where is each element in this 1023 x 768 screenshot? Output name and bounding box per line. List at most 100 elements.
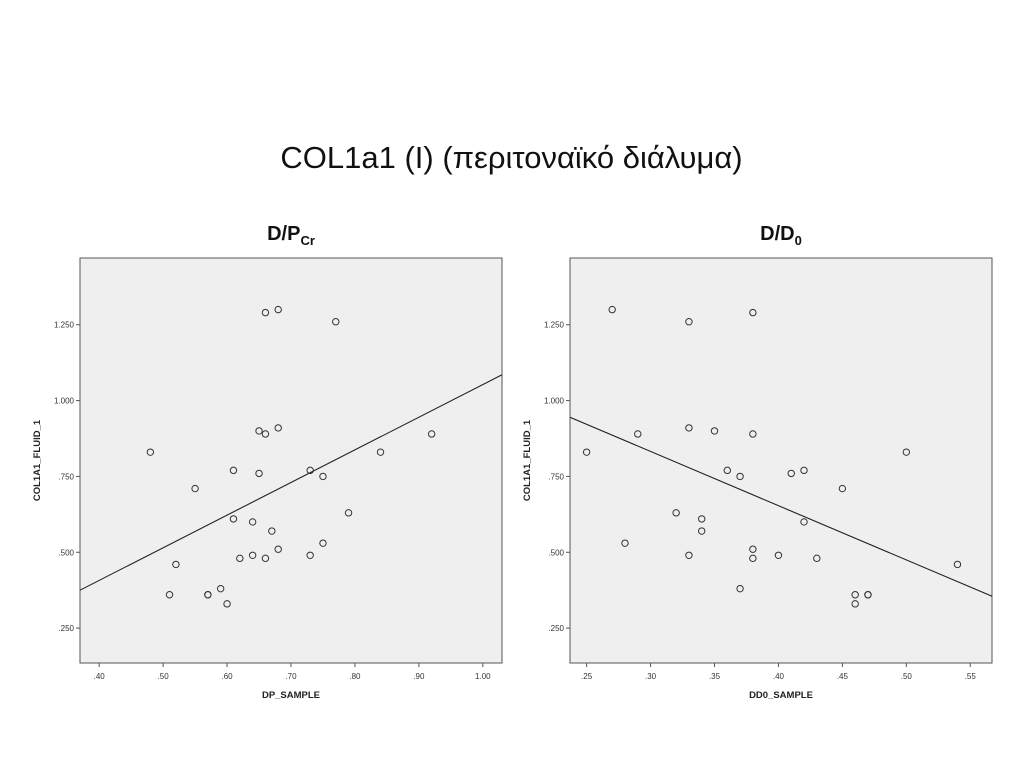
- chart-panel-dp: D/PCr .40 .50 .60 .70 .80 .90 1.00 .250 .500 .750 1…: [0, 210, 503, 710]
- data-point: [851, 591, 859, 599]
- x-tick-label: .35: [709, 672, 721, 681]
- data-point: [223, 600, 231, 608]
- plot-area: [79, 257, 503, 664]
- data-point: [274, 305, 282, 314]
- data-point: [672, 509, 680, 517]
- chart-title-main: D/P: [267, 223, 300, 245]
- data-point: [319, 472, 327, 481]
- data-point: [621, 539, 629, 547]
- data-point: [634, 430, 642, 438]
- data-point: [274, 545, 282, 553]
- data-point: [229, 466, 238, 475]
- x-tick-label: .55: [965, 672, 977, 681]
- data-point: [787, 469, 795, 478]
- data-point: [749, 308, 757, 317]
- data-point: [685, 318, 693, 326]
- data-point: [172, 560, 180, 569]
- data-point: [736, 472, 744, 481]
- data-point: [736, 584, 744, 593]
- scatter-chart-dd0: D/D0 .25 .30 .35 .40 .45 .50 .55 .250 .500 .750 1.0…: [522, 223, 993, 701]
- data-point: [344, 509, 353, 517]
- data-point: [165, 591, 174, 599]
- x-tick-label: .50: [901, 672, 913, 681]
- y-tick-label: 1.000: [544, 397, 565, 406]
- data-point: [851, 600, 859, 608]
- data-point: [774, 551, 783, 560]
- y-tick-label: 1.250: [54, 321, 75, 330]
- y-tick-label: 1.000: [54, 397, 75, 406]
- data-point: [864, 591, 872, 599]
- fit-line: [570, 416, 992, 597]
- chart-title: D/PCr: [267, 223, 315, 248]
- x-tick-label: .40: [94, 672, 106, 681]
- chart-title: D/D0: [760, 223, 802, 248]
- x-tick-label: .45: [837, 672, 849, 681]
- data-point: [248, 551, 257, 560]
- y-tick-label: .750: [58, 472, 74, 481]
- y-tick-label: .250: [548, 624, 564, 633]
- y-tick-label: .500: [548, 548, 564, 557]
- data-point: [332, 318, 340, 326]
- y-tick-label: 1.250: [544, 321, 565, 330]
- data-point: [838, 484, 847, 493]
- x-axis-label: DD0_SAMPLE: [749, 690, 813, 701]
- data-point: [306, 551, 314, 560]
- data-point: [376, 448, 385, 456]
- y-axis-label: COL1A1_FLUID_1: [32, 419, 43, 501]
- x-tick-label: .25: [581, 672, 593, 681]
- data-point: [255, 469, 263, 478]
- data-point: [749, 545, 757, 553]
- data-point: [255, 427, 263, 435]
- data-point: [749, 554, 757, 563]
- fit-line: [80, 374, 502, 591]
- data-point: [248, 518, 257, 526]
- data-point: [685, 424, 693, 432]
- data-point: [216, 584, 225, 593]
- data-point: [191, 484, 199, 493]
- data-point: [698, 527, 706, 535]
- data-point: [608, 305, 616, 314]
- x-tick-label: .90: [413, 672, 425, 681]
- data-point: [204, 591, 212, 599]
- data-point: [582, 448, 591, 456]
- data-point: [261, 308, 270, 317]
- x-tick-label: .80: [349, 672, 361, 681]
- x-axis-label: DP_SAMPLE: [262, 690, 320, 701]
- chart-panel-dd0: D/D0 .25 .30 .35 .40 .45 .50 .55 .250 .500 .750 1.0…: [495, 210, 995, 710]
- x-tick-label: 1.00: [475, 672, 491, 681]
- data-point: [953, 560, 962, 569]
- data-point: [319, 539, 327, 547]
- data-point: [146, 448, 155, 456]
- plot-content: [80, 305, 502, 608]
- data-point: [274, 424, 282, 432]
- chart-title-subscript: 0: [795, 233, 802, 248]
- y-tick-label: .750: [548, 472, 564, 481]
- scatter-chart-dp: D/PCr .40 .50 .60 .70 .80 .90 1.00 .250 .500 .750 1…: [32, 223, 503, 701]
- data-point: [800, 518, 808, 526]
- data-point: [236, 554, 244, 563]
- y-tick-label: .500: [58, 548, 74, 557]
- data-point: [685, 551, 693, 560]
- data-point: [813, 554, 821, 563]
- x-tick-label: .30: [645, 672, 657, 681]
- plot-area: [569, 257, 993, 664]
- data-point: [268, 527, 276, 535]
- data-point: [698, 515, 706, 523]
- data-point: [229, 515, 238, 523]
- y-tick-label: .250: [58, 624, 74, 633]
- data-point: [902, 448, 911, 456]
- x-tick-label: .60: [221, 672, 233, 681]
- data-point: [723, 466, 731, 475]
- y-axis-label: COL1A1_FLUID_1: [522, 419, 533, 501]
- chart-title-main: D/D: [760, 223, 794, 245]
- plot-content: [570, 305, 992, 608]
- data-point: [800, 466, 808, 475]
- data-point: [261, 430, 270, 438]
- x-tick-label: .40: [773, 672, 785, 681]
- x-tick-label: .70: [285, 672, 297, 681]
- chart-title-subscript: Cr: [300, 233, 314, 248]
- slide-title: COL1a1 (I) (περιτοναϊκό διάλυμα): [280, 140, 743, 175]
- data-point: [427, 430, 436, 438]
- data-point: [749, 430, 757, 438]
- x-tick-label: .50: [158, 672, 170, 681]
